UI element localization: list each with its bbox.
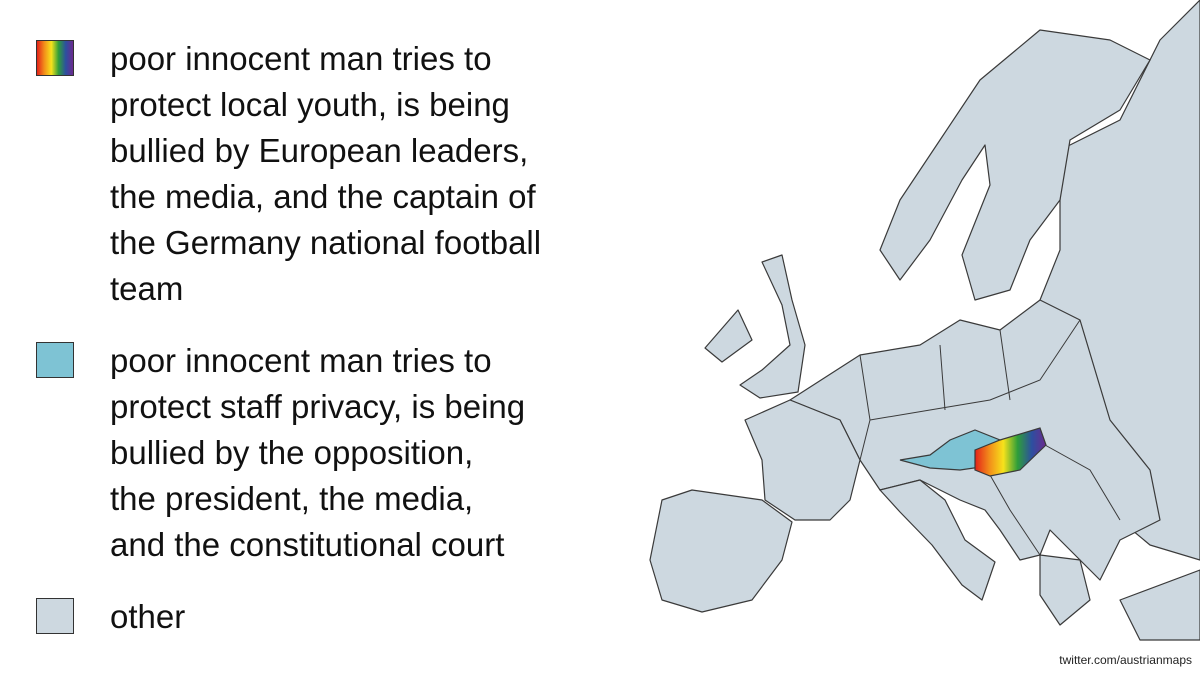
region <box>649 489 793 613</box>
border <box>869 319 1081 421</box>
swatch <box>36 342 74 378</box>
region <box>1119 569 1200 641</box>
legend-line: team <box>110 270 184 307</box>
legend-line: bullied by the opposition, <box>110 434 474 471</box>
legend-line: the media, and the captain of <box>110 178 536 215</box>
legend-line: bullied by European leaders, <box>110 132 529 169</box>
legend-line: poor innocent man tries to <box>110 40 492 77</box>
legend-line: the Germany national football <box>110 224 542 261</box>
legend-line: poor innocent man tries to <box>110 342 492 379</box>
swatch <box>36 40 74 76</box>
border <box>999 329 1011 401</box>
hungary <box>974 427 1047 477</box>
border <box>939 344 946 411</box>
credit: twitter.com/austrianmaps <box>1059 653 1192 667</box>
legend-line: and the constitutional court <box>110 526 505 563</box>
border <box>989 474 1041 556</box>
legend-label: poor innocent man tries to protect staff … <box>110 338 525 568</box>
region <box>744 399 861 521</box>
legend-line: the president, the media, <box>110 480 474 517</box>
region <box>879 29 1151 301</box>
region <box>704 309 753 363</box>
legend-label: other <box>110 594 185 640</box>
legend-line: other <box>110 598 186 635</box>
border <box>1044 444 1121 521</box>
legend-line: protect staff privacy, is being <box>110 388 526 425</box>
legend-line: protect local youth, is being <box>110 86 510 123</box>
region <box>739 254 806 399</box>
swatch <box>36 598 74 634</box>
region <box>1039 554 1091 626</box>
legend-label: poor innocent man tries to protect local … <box>110 36 541 312</box>
region <box>879 479 996 601</box>
